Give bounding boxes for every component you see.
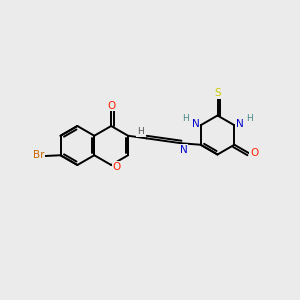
Text: O: O	[107, 100, 115, 111]
Text: O: O	[112, 161, 121, 172]
Text: O: O	[250, 148, 258, 158]
Text: H: H	[137, 127, 144, 136]
Text: S: S	[214, 88, 221, 98]
Text: N: N	[180, 145, 188, 155]
Text: H: H	[182, 114, 189, 123]
Text: N: N	[236, 119, 243, 129]
Text: Br: Br	[33, 149, 44, 160]
Text: H: H	[246, 114, 253, 123]
Text: N: N	[192, 119, 200, 129]
